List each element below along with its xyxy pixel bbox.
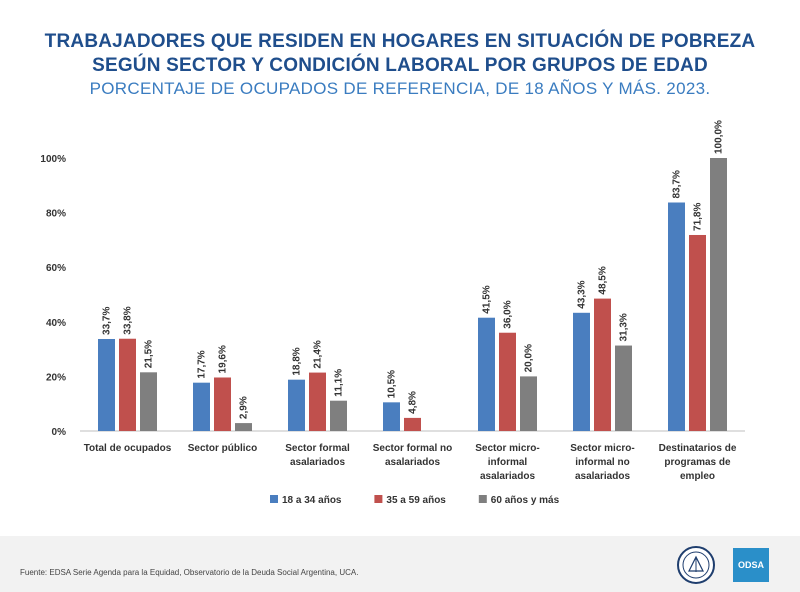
source-note: Fuente: EDSA Serie Agenda para la Equida… (20, 568, 359, 577)
chart-title-line-1: TRABAJADORES QUE RESIDEN EN HOGARES EN S… (44, 31, 756, 52)
data-label: 18,8% (292, 347, 303, 375)
data-label: 4,8% (408, 391, 419, 414)
odsa-logo-text: ODSA (737, 560, 764, 570)
bar (594, 298, 611, 431)
data-label: 33,7% (102, 307, 113, 335)
y-tick-label: 40% (46, 318, 66, 329)
data-label: 71,8% (693, 203, 704, 231)
data-label: 41,5% (482, 285, 493, 313)
bar (499, 332, 516, 431)
bar (404, 417, 421, 431)
chart-subtitle: PORCENTAJE DE OCUPADOS DE REFERENCIA, DE… (89, 79, 711, 98)
bar (193, 382, 210, 431)
chart-header: TRABAJADORES QUE RESIDEN EN HOGARES EN S… (0, 30, 800, 100)
data-label: 36,0% (503, 300, 514, 328)
legend-swatch (374, 495, 383, 503)
bar (573, 312, 590, 431)
x-tick-label: asalariados (385, 457, 440, 468)
bar (140, 372, 157, 431)
legend-label: 35 a 59 años (386, 495, 446, 506)
x-tick-label: empleo (680, 471, 715, 482)
bar (710, 158, 727, 431)
legend-swatch (270, 495, 278, 503)
bar (330, 400, 347, 431)
data-label: 43,3% (577, 280, 588, 308)
data-label: 83,7% (672, 170, 683, 198)
footer: Fuente: EDSA Serie Agenda para la Equida… (0, 536, 800, 592)
data-label: 33,8% (123, 306, 134, 334)
legend-label: 60 años y más (491, 495, 560, 506)
bar (214, 377, 231, 431)
bar (98, 338, 115, 431)
y-tick-label: 0% (52, 427, 67, 438)
x-tick-label: Sector formal (285, 443, 350, 454)
x-tick-label: Destinatarios de (659, 443, 737, 454)
bar (520, 376, 537, 431)
legend-swatch (478, 495, 487, 503)
x-tick-label: Total de ocupados (84, 443, 172, 454)
y-tick-label: 60% (46, 263, 66, 274)
data-label: 20,0% (524, 344, 535, 372)
university-seal-icon (677, 546, 715, 584)
bar (668, 202, 685, 431)
bar (689, 234, 706, 431)
data-label: 31,3% (619, 313, 630, 341)
data-label: 100,0% (714, 120, 725, 154)
bar (309, 372, 326, 431)
data-label: 19,6% (218, 345, 229, 373)
x-tick-label: asalariados (480, 471, 535, 482)
data-label: 21,5% (144, 340, 155, 368)
bar (383, 402, 400, 431)
x-tick-label: asalariados (575, 471, 630, 482)
data-label: 11,1% (334, 369, 345, 397)
bar (235, 423, 252, 431)
data-label: 17,7% (197, 350, 208, 378)
data-label: 10,5% (387, 370, 398, 398)
bar (288, 379, 305, 431)
x-tick-label: asalariados (290, 457, 345, 468)
odsa-logo: ODSA (733, 548, 769, 582)
bar-chart: 0% 20% 40% 60% 80% 100% 33,7% 33,8% 21,5% Total d… (40, 120, 745, 506)
bar (119, 338, 136, 431)
x-tick-label: informal no (575, 457, 629, 468)
chart-title-line-2: SEGÚN SECTOR Y CONDICIÓN LABORAL POR GRU… (92, 55, 708, 76)
x-tick-label: Sector público (188, 443, 257, 454)
bar (615, 345, 632, 431)
y-tick-label: 20% (46, 372, 66, 383)
x-tick-label: Sector micro- (475, 443, 539, 454)
x-tick-label: Sector formal no (373, 443, 452, 454)
x-tick-label: Sector micro- (570, 443, 634, 454)
bar (478, 317, 495, 431)
x-tick-label: programas de (664, 457, 731, 468)
y-tick-label: 100% (40, 154, 66, 165)
data-label: 21,4% (313, 340, 324, 368)
x-tick-label: informal (488, 457, 528, 468)
data-label: 2,9% (239, 396, 250, 419)
legend-label: 18 a 34 años (282, 495, 342, 506)
data-label: 48,5% (598, 266, 609, 294)
y-tick-label: 80% (46, 209, 66, 220)
